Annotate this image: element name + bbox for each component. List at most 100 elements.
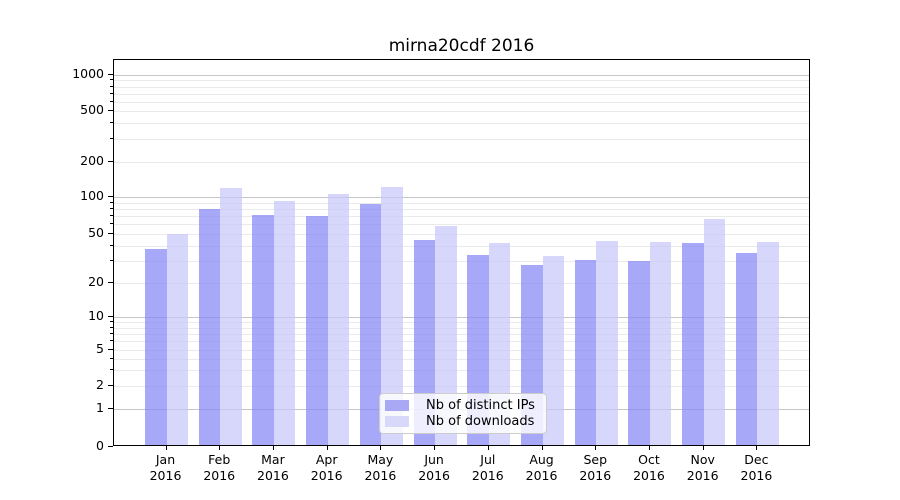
gridline-major (114, 197, 809, 198)
bar-downloads-oct (649, 242, 672, 445)
x-tick-month: Jan (155, 452, 176, 467)
x-tick-year: 2016 (471, 468, 504, 483)
bar-distinct-ips-may (359, 204, 382, 445)
y-tick-label: 0 (96, 438, 104, 453)
gridline-minor (114, 350, 809, 351)
gridline-minor (114, 322, 809, 324)
bar-downloads-aug (542, 256, 565, 445)
x-tick-mark (648, 446, 650, 450)
x-tick-year: 2016 (257, 468, 289, 483)
bar-distinct-ips-sep (574, 259, 597, 445)
bar-downloads-dec (757, 242, 779, 445)
x-tick-mark (756, 446, 758, 450)
legend-item-distinct-ips: Nb of distinct IPs (385, 397, 536, 414)
x-tick-month: Feb (208, 452, 231, 467)
gridline-minor (114, 234, 809, 235)
bar-distinct-ips-jan (145, 248, 167, 445)
gridline-minor (114, 86, 809, 88)
chart-title: mirna20cdf 2016 (388, 36, 535, 56)
bar-downloads-mar (273, 200, 296, 445)
x-tick-month: Jul (480, 452, 496, 467)
x-tick-month: Jun (424, 452, 444, 467)
gridline-minor (114, 224, 809, 226)
gridline-minor (114, 80, 809, 82)
x-tick-label-jun: Jun 2016 (394, 452, 474, 484)
gridline-minor (114, 216, 809, 218)
gridline-minor (114, 283, 809, 284)
y-tick-label: 100 (80, 188, 104, 203)
x-tick-mark (326, 446, 328, 450)
x-tick-mark (380, 446, 382, 450)
x-tick-label-apr: Apr 2016 (287, 452, 367, 484)
y-tick-label: 1 (96, 400, 104, 415)
y-tick-label: 1000 (72, 66, 104, 81)
legend-label-downloads: Nb of downloads (426, 414, 535, 430)
x-tick-month: Apr (315, 452, 338, 467)
x-tick-year: 2016 (203, 468, 236, 483)
x-tick-year: 2016 (364, 468, 397, 483)
gridline-minor (114, 93, 809, 95)
x-tick-year: 2016 (740, 468, 773, 483)
x-tick-month: Aug (529, 452, 554, 467)
x-tick-month: Sep (583, 452, 608, 467)
y-tick-label: 500 (80, 102, 104, 117)
x-tick-mark (702, 446, 704, 450)
gridline-major (114, 317, 809, 318)
x-tick-label-jan: Jan 2016 (126, 452, 206, 484)
x-tick-mark (487, 446, 489, 450)
y-tick-label: 5 (96, 341, 104, 356)
y-tick-label: 200 (80, 153, 104, 168)
x-tick-mark (434, 446, 436, 450)
bar-downloads-sep (596, 240, 618, 445)
x-tick-mark (541, 446, 543, 450)
legend-swatch-distinct-ips (385, 399, 409, 411)
gridline-minor (114, 123, 809, 125)
gridline-minor (114, 358, 809, 360)
x-tick-label-aug: Aug 2016 (502, 452, 582, 484)
x-tick-year: 2016 (418, 468, 450, 483)
gridline-minor (114, 333, 809, 335)
gridline-major (114, 75, 809, 76)
bar-downloads-may (381, 186, 403, 445)
bar-distinct-ips-nov (682, 243, 704, 445)
gridline-minor (114, 202, 809, 204)
y-tick-label: 2 (96, 377, 104, 392)
y-tick-mark (108, 446, 113, 447)
x-tick-year: 2016 (525, 468, 558, 483)
x-tick-year: 2016 (149, 468, 182, 483)
x-tick-year: 2016 (633, 468, 665, 483)
gridline-minor (114, 139, 809, 141)
bar-downloads-feb (220, 187, 242, 445)
gridline-minor (114, 261, 809, 263)
x-tick-mark (595, 446, 597, 450)
x-tick-label-dec: Dec 2016 (716, 452, 796, 484)
gridline-minor (114, 208, 809, 210)
x-tick-year: 2016 (579, 468, 612, 483)
x-tick-label-nov: Nov 2016 (663, 452, 743, 484)
gridline-minor (114, 245, 809, 247)
y-tick-label: 20 (88, 274, 104, 289)
x-tick-label-sep: Sep 2016 (555, 452, 635, 484)
x-tick-label-may: May 2016 (340, 452, 420, 484)
x-tick-mark (165, 446, 167, 450)
gridline-minor (114, 341, 809, 343)
y-tick-label: 50 (88, 225, 104, 240)
x-tick-mark (272, 446, 274, 450)
bar-distinct-ips-oct (628, 261, 650, 445)
gridline-minor (114, 111, 809, 112)
x-tick-month: Nov (690, 452, 715, 467)
gridline-minor (114, 101, 809, 103)
bar-downloads-nov (703, 219, 726, 445)
bar-downloads-jan (166, 234, 188, 445)
x-tick-year: 2016 (686, 468, 719, 483)
gridline-minor (114, 386, 809, 387)
bar-downloads-jun (435, 226, 457, 445)
bar-downloads-apr (327, 194, 350, 445)
x-tick-label-feb: Feb 2016 (179, 452, 259, 484)
bar-distinct-ips-apr (306, 216, 328, 445)
x-tick-month: May (367, 452, 394, 467)
x-tick-label-oct: Oct 2016 (609, 452, 689, 484)
legend-swatch-downloads (385, 416, 409, 428)
x-tick-mark (219, 446, 221, 450)
